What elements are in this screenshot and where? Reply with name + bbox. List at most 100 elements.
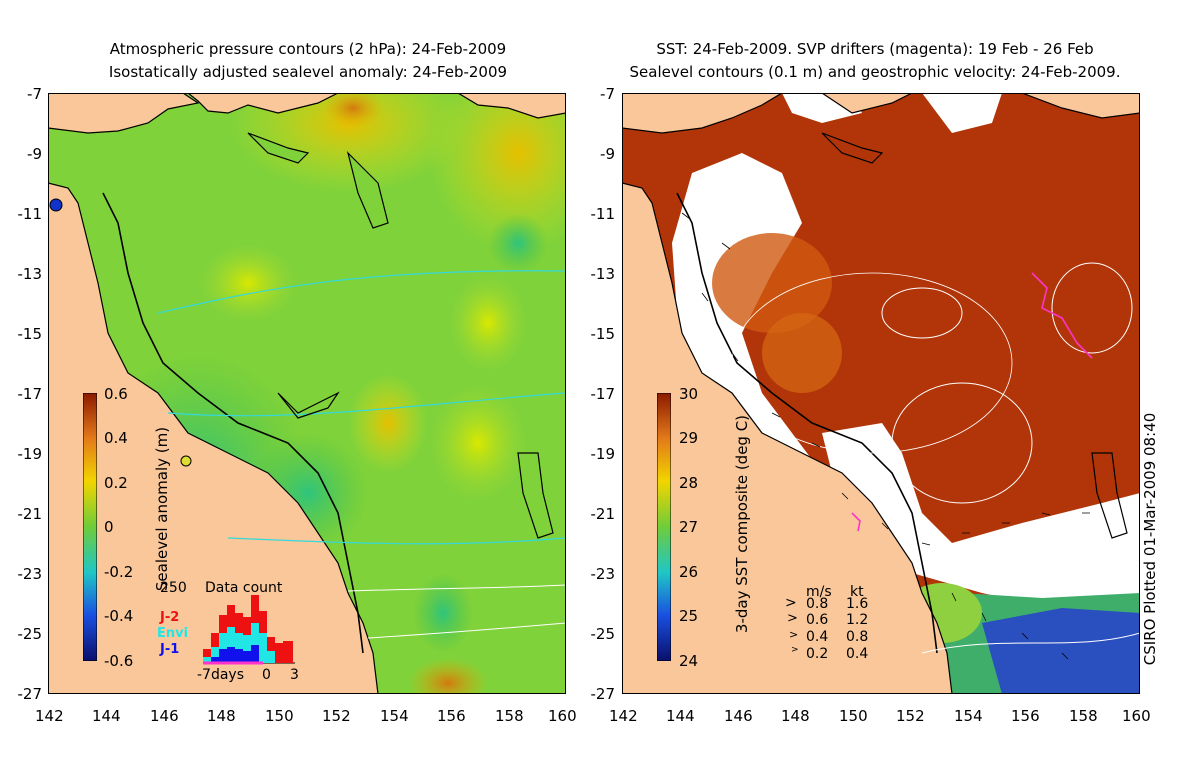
velocity-legend-header-kt: kt bbox=[850, 584, 864, 600]
colorbar-label: Sealevel anomaly (m) bbox=[153, 426, 171, 592]
anomaly-low bbox=[488, 213, 548, 273]
sealevel-anomaly-map bbox=[48, 93, 566, 694]
lat-tick: -17 bbox=[17, 385, 43, 403]
colorbar-tick: 0.6 bbox=[104, 385, 128, 403]
lon-tick: 142 bbox=[609, 707, 638, 725]
velocity-arrows bbox=[681, 212, 1090, 660]
anomaly-high bbox=[428, 383, 528, 503]
lat-tick: -19 bbox=[17, 445, 43, 463]
lat-tick: -9 bbox=[27, 145, 42, 163]
lon-tick: 156 bbox=[1011, 707, 1040, 725]
sst-cooler bbox=[712, 233, 832, 333]
colorbar-tick: 28 bbox=[679, 474, 699, 492]
drifter-track bbox=[1031, 272, 1093, 359]
colorbar-tick: 27 bbox=[679, 518, 699, 536]
lon-tick: 144 bbox=[92, 707, 121, 725]
sealevel-contour bbox=[891, 382, 1033, 504]
lon-tick: 144 bbox=[666, 707, 695, 725]
lon-tick: 154 bbox=[380, 707, 409, 725]
colorbar-tick: 30 bbox=[679, 385, 699, 403]
island bbox=[821, 132, 884, 164]
shelf-contour bbox=[102, 192, 364, 654]
lat-tick: -27 bbox=[590, 685, 616, 703]
data-count-ymax: 250 bbox=[160, 580, 187, 596]
australia-land bbox=[48, 182, 379, 694]
lat-tick: -7 bbox=[27, 85, 42, 103]
data-count-xlabel-days: -7days bbox=[197, 667, 245, 683]
lon-tick: 154 bbox=[954, 707, 983, 725]
credit-label: CSIRO Plotted 01-Mar-2009 08:40 bbox=[1141, 412, 1159, 666]
lat-tick: -15 bbox=[590, 325, 616, 343]
png-land bbox=[48, 93, 200, 134]
lon-tick: 160 bbox=[1122, 707, 1151, 725]
new-britain-land bbox=[456, 93, 566, 119]
lat-tick: -21 bbox=[590, 505, 616, 523]
lon-tick: 160 bbox=[548, 707, 577, 725]
lon-tick: 152 bbox=[896, 707, 925, 725]
lon-tick: 146 bbox=[724, 707, 753, 725]
legend-j1: J-1 bbox=[160, 642, 180, 657]
colorbar-tick: -0.4 bbox=[104, 607, 134, 625]
colorbar-tick: -0.2 bbox=[104, 563, 134, 581]
velocity-legend-arrow: > bbox=[789, 628, 799, 641]
lat-tick: -9 bbox=[600, 145, 615, 163]
shelf-contour bbox=[676, 192, 938, 654]
colorbar-tick: 25 bbox=[679, 607, 699, 625]
lon-tick: 150 bbox=[839, 707, 868, 725]
lat-tick: -25 bbox=[590, 625, 616, 643]
pressure-contour bbox=[367, 622, 566, 639]
station-marker bbox=[180, 455, 192, 467]
colorbar-label: 3-day SST composite (deg C) bbox=[733, 414, 751, 634]
velocity-legend-ms: 0.4 bbox=[806, 629, 829, 645]
lon-tick: 150 bbox=[265, 707, 294, 725]
sst-colorbar bbox=[657, 393, 671, 661]
velocity-legend-kt: 0.8 bbox=[846, 629, 869, 645]
lat-tick: -23 bbox=[17, 565, 43, 583]
map-frame bbox=[622, 93, 1140, 694]
anomaly-high bbox=[408, 658, 488, 694]
anomaly-high bbox=[323, 93, 383, 128]
velocity-legend-ms: 0.6 bbox=[806, 612, 829, 628]
island bbox=[1091, 452, 1128, 539]
lon-tick: 142 bbox=[35, 707, 64, 725]
velocity-legend-ms: 0.2 bbox=[806, 646, 829, 662]
data-count-title: Data count bbox=[205, 580, 283, 596]
station-marker bbox=[49, 198, 63, 212]
map-frame bbox=[48, 93, 566, 694]
lon-tick: 152 bbox=[322, 707, 351, 725]
colorbar-tick: 29 bbox=[679, 429, 699, 447]
pressure-contour bbox=[347, 584, 566, 592]
velocity-legend-header-ms: m/s bbox=[806, 584, 832, 600]
anomaly-high bbox=[448, 273, 528, 373]
data-count-histogram bbox=[203, 595, 295, 665]
lat-tick: -13 bbox=[590, 265, 616, 283]
legend-j2: J-2 bbox=[160, 610, 180, 625]
pressure-contour bbox=[167, 392, 566, 417]
png-land bbox=[48, 93, 339, 114]
anomaly-high bbox=[228, 93, 468, 193]
colorbar-tick: 26 bbox=[679, 563, 699, 581]
sealevel-contour bbox=[881, 287, 963, 339]
lon-tick: 158 bbox=[1069, 707, 1098, 725]
sst-map bbox=[622, 93, 1140, 694]
lon-tick: 156 bbox=[437, 707, 466, 725]
lat-tick: -13 bbox=[17, 265, 43, 283]
sealevel-contour bbox=[921, 632, 1140, 654]
colorbar-tick: -0.6 bbox=[104, 652, 134, 670]
cloud-mask bbox=[922, 93, 1002, 133]
drifter-track bbox=[851, 512, 861, 532]
left-title-line1: Atmospheric pressure contours (2 hPa): 2… bbox=[109, 40, 507, 58]
right-title-line1: SST: 24-Feb-2009. SVP drifters (magenta)… bbox=[656, 40, 1094, 58]
island bbox=[247, 132, 310, 164]
anomaly-high bbox=[198, 243, 298, 323]
left-title-line2: Isostatically adjusted sealevel anomaly:… bbox=[108, 63, 508, 81]
lon-tick: 148 bbox=[781, 707, 810, 725]
lat-tick: -17 bbox=[590, 385, 616, 403]
data-count-xlabel-three: 3 bbox=[290, 667, 299, 683]
pressure-contour bbox=[227, 537, 566, 545]
lat-tick: -11 bbox=[17, 205, 43, 223]
data-count-xlabel-zero: 0 bbox=[262, 667, 271, 683]
lon-tick: 146 bbox=[150, 707, 179, 725]
lat-tick: -23 bbox=[590, 565, 616, 583]
colorbar-tick: 24 bbox=[679, 652, 699, 670]
